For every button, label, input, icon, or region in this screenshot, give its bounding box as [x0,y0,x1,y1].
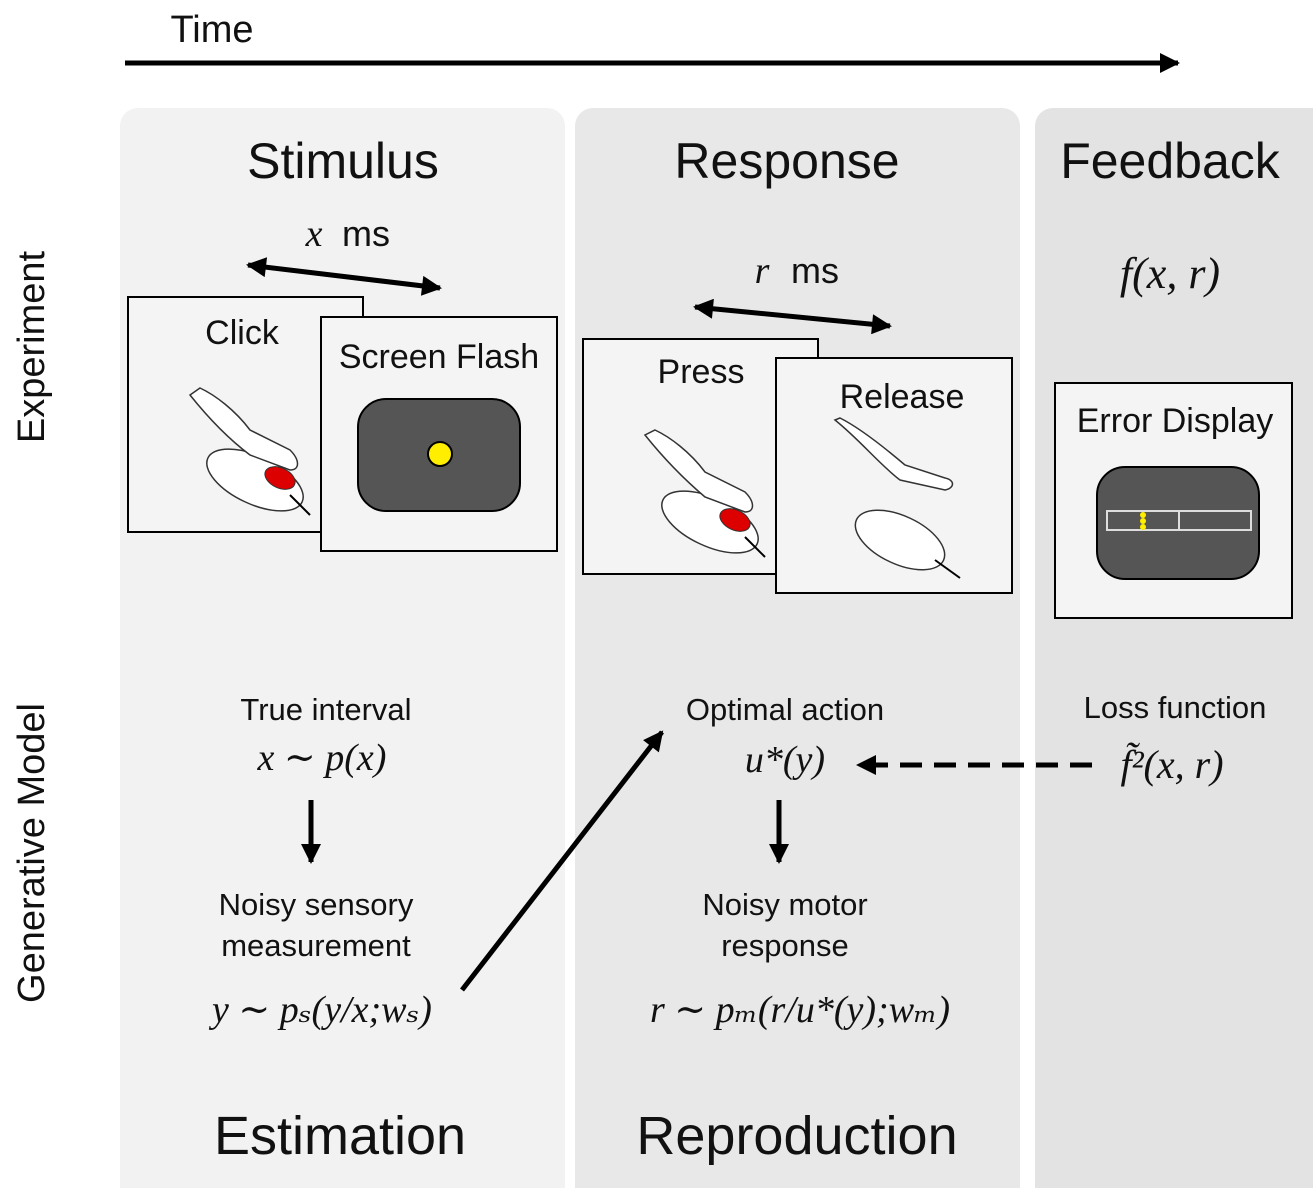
shape [1140,524,1146,530]
interval-unit: ms [342,213,390,254]
stage-label: Estimation [214,1106,466,1166]
feedback-formula: f(x, r) [1120,249,1220,298]
row-label: Generative Model [11,703,53,1003]
model-label: measurement [221,928,411,963]
interval-symbol: r [755,250,770,292]
model-label: Noisy motor [702,887,867,922]
panel-label: Press [658,353,745,391]
stage-label: Reproduction [636,1106,957,1166]
shape [1140,512,1146,518]
time-label: Time [170,9,253,51]
shape [934,559,961,579]
model-label: response [721,928,849,963]
panel-label: Release [840,378,965,416]
diagonal-arrow [460,730,664,992]
column-title: Response [674,133,899,189]
shape [833,417,954,491]
interval-symbol: x [305,213,323,255]
model-label: True interval [240,692,411,727]
model-formula: x ∼ p(x) [257,737,387,779]
flash-dot [427,441,453,467]
model-formula: u*(y) [745,739,825,781]
mouse-click-icon [188,387,311,516]
panel-label: Screen Flash [339,338,539,376]
mouse-press-icon [643,429,766,558]
model-label: Optimal action [686,692,884,727]
model-formula: y ∼ pₛ(y/x;wₛ) [208,989,432,1031]
model-label: Loss function [1084,690,1267,725]
shape [643,429,754,513]
interval-unit: ms [791,250,839,291]
model-formula: r ∼ pₘ(r/u*(y);wₘ) [650,989,950,1031]
shape [719,508,751,532]
model-formula: f̃²(x, r) [1120,742,1223,787]
feedback-column [1035,108,1313,1188]
shape [264,466,296,490]
panel-label: Click [205,314,280,352]
shape [854,509,946,571]
shape [188,387,299,471]
shape [289,494,311,516]
error-dots [1140,512,1146,530]
interval-arrow [246,257,442,296]
column-title: Stimulus [247,133,439,189]
model-label: Noisy sensory [219,887,414,922]
column-title: Feedback [1060,133,1281,189]
panel-label: Error Display [1077,402,1273,440]
shape [744,536,766,558]
mouse-release-icon [833,417,961,579]
interval-arrow [693,298,892,335]
row-label: Experiment [11,250,53,443]
shape [1140,518,1146,524]
